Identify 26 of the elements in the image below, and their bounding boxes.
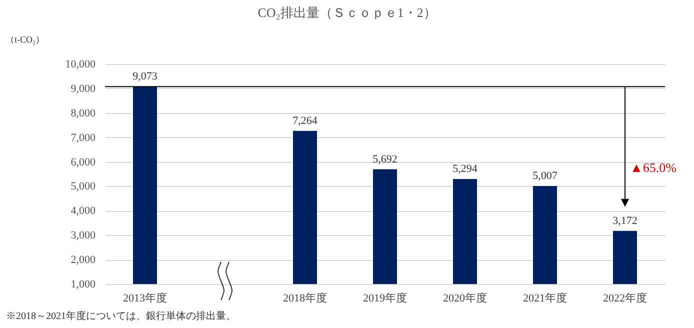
y-tick-label: 5,000 bbox=[70, 180, 96, 193]
y-tick-label: 2,000 bbox=[70, 254, 96, 266]
text: ※2018～2021年度については、銀行単体の排出量。 bbox=[6, 310, 236, 323]
y-tick-label: 1,000 bbox=[70, 278, 96, 290]
data-label: 3,172 bbox=[612, 214, 638, 227]
x-tick-label: 2018年度 bbox=[283, 292, 327, 304]
data-label: 9,073 bbox=[132, 70, 158, 83]
y-tick-label: 3,000 bbox=[70, 230, 96, 242]
data-label: 5,007 bbox=[532, 170, 558, 182]
x-tick-label: 2021年度 bbox=[523, 292, 567, 304]
y-tick-label: 6,000 bbox=[70, 156, 96, 168]
data-label: 5,294 bbox=[452, 163, 478, 176]
y-tick-label: 10,000 bbox=[65, 58, 96, 70]
data-label: 7,264 bbox=[292, 114, 318, 127]
annotation: ▲65.0% bbox=[630, 160, 676, 176]
chart-title: CO₂排出量（Ｓｃｏｐｅ1・2） bbox=[256, 4, 438, 22]
y-tick-label: 9,000 bbox=[70, 82, 96, 95]
x-tick-label: 2019年度 bbox=[363, 292, 407, 304]
y-tick-label: 7,000 bbox=[70, 132, 96, 144]
y-tick-label: 8,000 bbox=[70, 107, 96, 120]
data-label: 5,692 bbox=[372, 153, 398, 166]
x-tick-label: 2022年度 bbox=[603, 292, 647, 304]
x-tick-label: 2020年度 bbox=[443, 292, 487, 304]
y-tick-label: 4,000 bbox=[70, 205, 96, 218]
y-axis-title: （t-CO₂） bbox=[6, 34, 45, 44]
x-tick-label: 2013年度 bbox=[123, 292, 167, 304]
